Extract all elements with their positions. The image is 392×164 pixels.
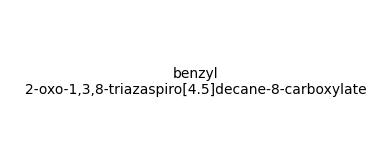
Text: benzyl 2-oxo-1,3,8-triazaspiro[4.5]decane-8-carboxylate: benzyl 2-oxo-1,3,8-triazaspiro[4.5]decan… (25, 67, 367, 97)
